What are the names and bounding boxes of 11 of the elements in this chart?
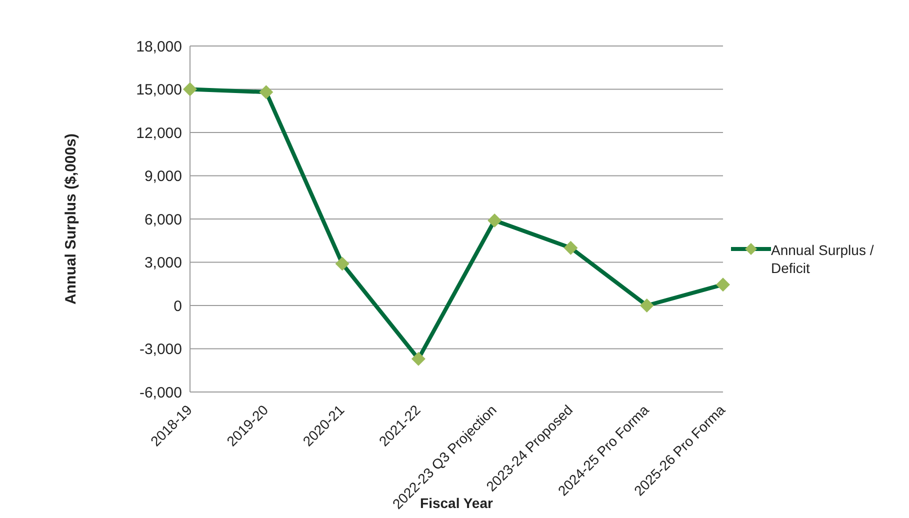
y-axis-title: Annual Surplus ($,000s) (62, 134, 80, 304)
y-tick-label: 12,000 (136, 124, 182, 142)
y-tick-label: -6,000 (139, 384, 182, 402)
y-tick-label: 9,000 (144, 168, 182, 186)
y-tick-label: -3,000 (139, 341, 182, 358)
y-tick-label: 6,000 (144, 211, 182, 228)
y-tick-label: 0 (174, 298, 182, 315)
y-tick-label: 18,000 (136, 38, 182, 56)
y-tick-label: 3,000 (144, 254, 182, 272)
legend-label: Annual Surplus / Deficit (771, 241, 875, 277)
y-tick-label: 15,000 (136, 82, 182, 99)
